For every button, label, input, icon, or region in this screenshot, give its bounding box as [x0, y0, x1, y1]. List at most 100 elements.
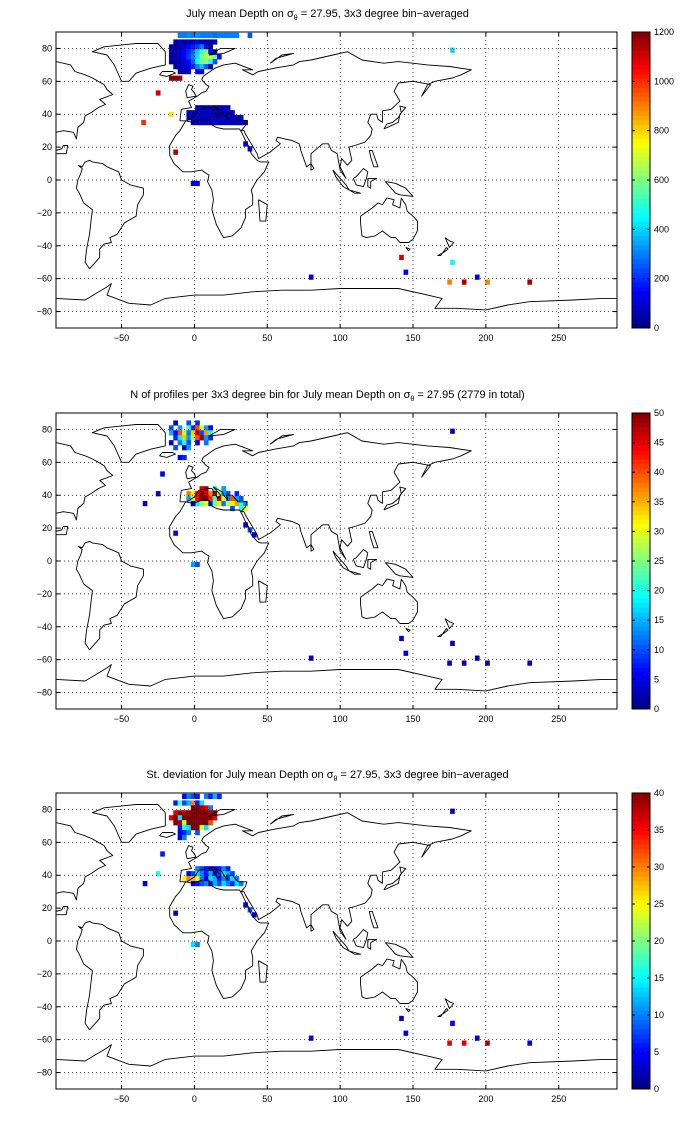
heatmap-cell [182, 440, 187, 446]
heatmap-cell [177, 430, 183, 436]
colorbar-segment [632, 547, 650, 553]
heatmap-cell [177, 64, 183, 70]
colorbar-segment [632, 514, 650, 520]
heatmap-cell [203, 880, 209, 887]
heatmap-cell [208, 64, 213, 70]
title-sigma-subscript: θ [294, 15, 298, 22]
heatmap-cell [485, 279, 490, 285]
x-tick-label: 0 [192, 714, 197, 724]
title-rest: = 27.95 (2779 in total) [414, 389, 524, 401]
heatmap-cell [221, 871, 227, 877]
colorbar-tick-label: 25 [654, 899, 664, 909]
heatmap-cell [208, 59, 213, 65]
heatmap-cell [199, 32, 205, 39]
coastline [75, 540, 144, 651]
heatmap-cell [221, 880, 227, 887]
heatmap-cell [234, 496, 240, 502]
heatmap-cell [186, 44, 192, 50]
heatmap-cell [450, 1020, 455, 1026]
colorbar-segment [632, 473, 650, 479]
coastline [159, 71, 176, 77]
x-tick-label: 250 [551, 1094, 566, 1104]
heatmap-cell [243, 500, 248, 507]
heatmap-cell [251, 532, 257, 538]
heatmap-cell [217, 54, 222, 60]
colorbar-segment [632, 454, 650, 460]
heatmap-cell [177, 800, 183, 806]
heatmap-cell [182, 800, 187, 806]
coastline [208, 808, 236, 817]
y-tick-label: 40 [42, 490, 52, 500]
heatmap-cell [195, 180, 200, 187]
colorbar-segment [632, 459, 650, 465]
heatmap-cell [177, 810, 183, 816]
heatmap-cell [217, 866, 222, 872]
heatmap-cell [195, 119, 200, 126]
heatmap-cell [199, 105, 205, 111]
coastline [437, 628, 449, 638]
coastline [367, 938, 378, 950]
colorbar-segment [632, 876, 650, 882]
heatmap-cell [195, 425, 200, 431]
heatmap-cell [195, 420, 200, 426]
heatmap-cell [403, 650, 409, 656]
heatmap-cell [173, 64, 178, 70]
chart-title: St. deviation for July mean Depth on σθ … [146, 769, 508, 783]
colorbar-segment [632, 110, 650, 116]
heatmap-cell [199, 69, 205, 75]
heatmap-cell [186, 445, 192, 451]
heatmap-cell [155, 871, 161, 877]
colorbar: 0 200 400 600 800 1000 1200 [631, 27, 674, 333]
y-tick-label: 40 [42, 870, 52, 880]
y-tick-label: 20 [42, 523, 52, 533]
colorbar-segment [632, 1038, 650, 1044]
heatmap-cell [186, 39, 192, 45]
coastline [310, 924, 315, 932]
heatmap-cell [199, 500, 205, 507]
heatmap-cell [403, 269, 409, 275]
heatmap-cell [527, 279, 533, 285]
colorbar-tick-label: 40 [654, 788, 664, 798]
heatmap-cell [177, 834, 183, 841]
heatmap-cell [208, 500, 213, 507]
x-tick-label: 100 [333, 333, 348, 343]
heatmap-cell [186, 815, 192, 821]
colorbar-segment [632, 249, 650, 255]
colorbar-segment [632, 635, 650, 641]
heatmap-cell [199, 119, 205, 126]
coastline [56, 1044, 617, 1072]
heatmap-cell [190, 32, 196, 39]
heatmap-cell [461, 1040, 467, 1046]
heatmap-cell [182, 834, 187, 841]
colorbar-segment [632, 973, 650, 979]
heatmap-cell [190, 800, 196, 806]
heatmap-cell [461, 660, 467, 666]
x-tick-label: 250 [551, 714, 566, 724]
heatmap-cell [186, 496, 192, 502]
colorbar-segment [632, 1061, 650, 1067]
heatmap-cell [190, 820, 196, 826]
heatmap-cell [186, 64, 192, 70]
heatmap-cell [238, 505, 244, 512]
heatmap-cell [208, 115, 213, 121]
heatmap-cell [461, 279, 467, 285]
heatmap-cell [190, 425, 196, 431]
colorbar-segment [632, 78, 650, 84]
heatmap-cell [221, 491, 227, 497]
coastline [383, 486, 407, 511]
heatmap-cell [177, 59, 183, 65]
heatmap-cell [308, 274, 314, 280]
coastline [368, 530, 379, 549]
heatmap-cell [217, 115, 222, 121]
heatmap-cell [212, 500, 218, 507]
heatmap-cell [203, 793, 209, 800]
colorbar-segment [632, 73, 650, 79]
y-tick-label: −60 [37, 274, 52, 284]
colorbar-segment [632, 551, 650, 557]
colorbar-segment [632, 648, 650, 654]
heatmap-cell [208, 880, 213, 887]
heatmap-cell [203, 59, 209, 65]
plot-area [56, 413, 617, 709]
heatmap-cell [221, 866, 227, 872]
colorbar-segment [632, 843, 650, 849]
